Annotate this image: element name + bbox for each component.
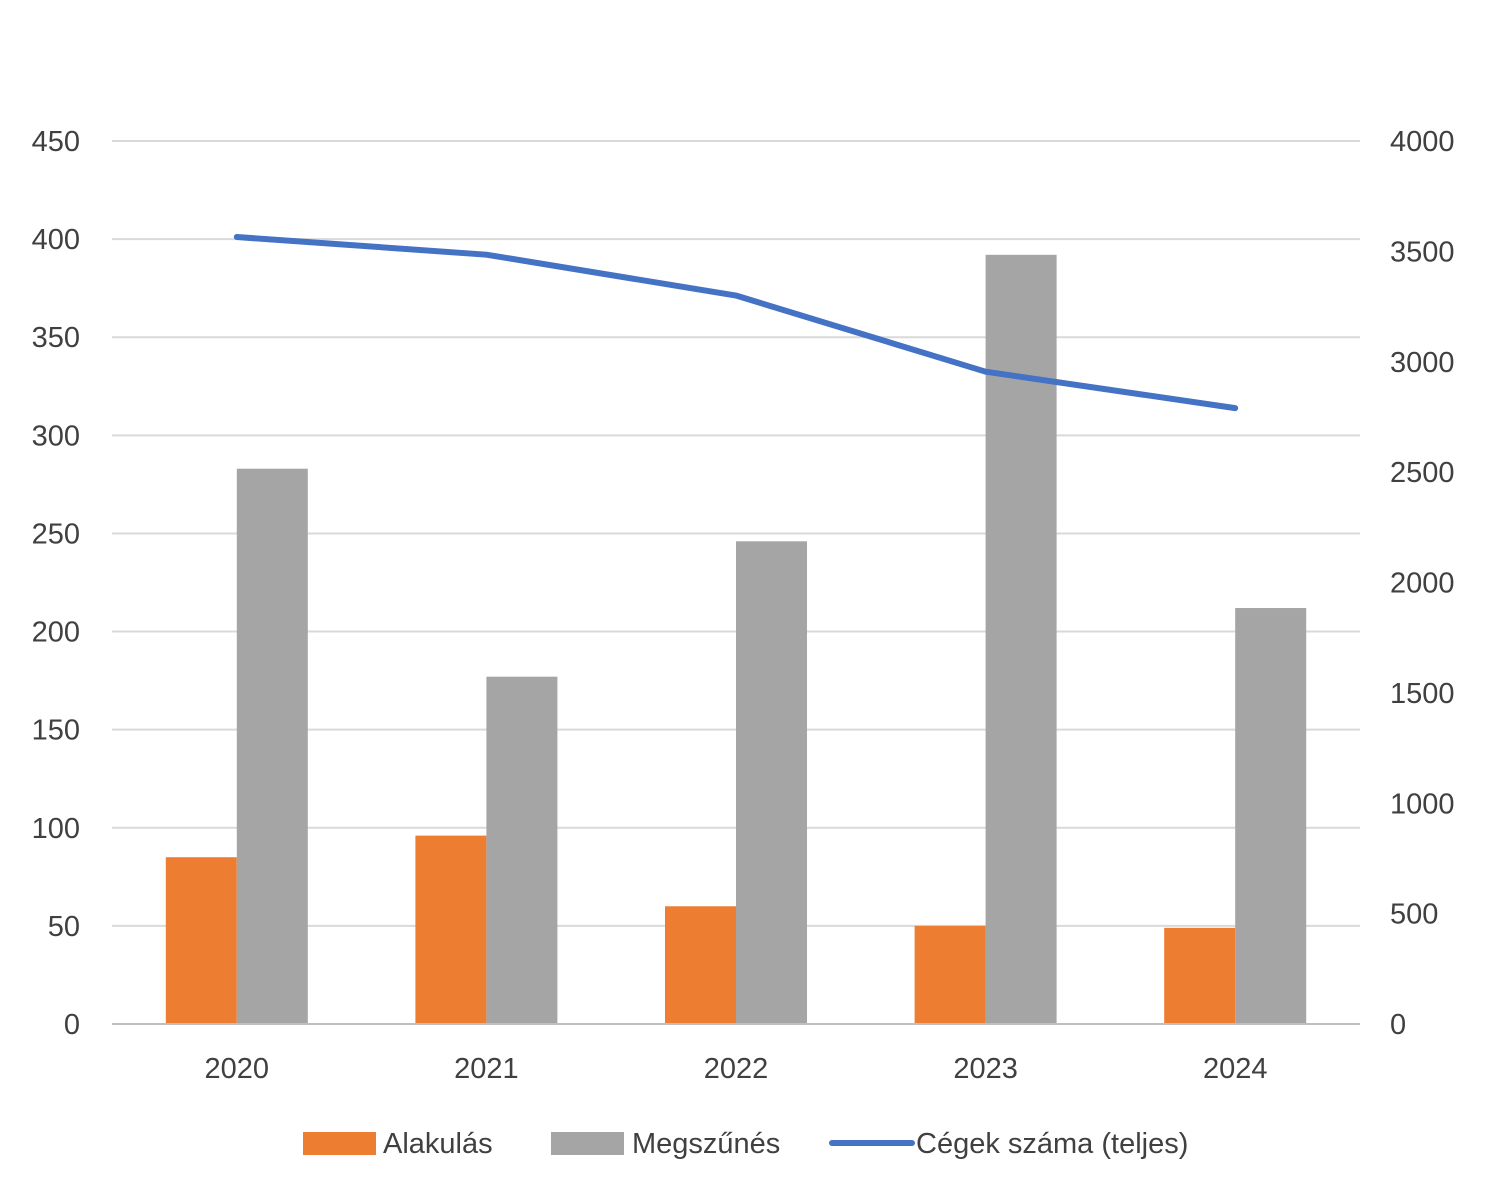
legend-swatch xyxy=(551,1132,624,1155)
x-tick-label: 2022 xyxy=(704,1053,769,1085)
y-right-tick-label: 500 xyxy=(1390,899,1438,931)
y-right-tick-label: 3500 xyxy=(1390,236,1455,268)
line-cegek-szama xyxy=(233,234,1239,412)
axes: 0 50 100 150 200 250 300 350 400 450 0 500 1000 1500 2… xyxy=(32,126,1455,1085)
legend-label: Cégek száma (teljes) xyxy=(916,1128,1188,1160)
bar-megszunes-2022 xyxy=(736,541,807,1024)
y-left-tick-label: 300 xyxy=(32,420,80,452)
y-left-tick-label: 400 xyxy=(32,224,80,256)
y-left-tick-label: 350 xyxy=(32,322,80,354)
bar-series xyxy=(165,254,1307,1024)
bar-alakulas-2024 xyxy=(1164,927,1236,1024)
y-right-tick-label: 3000 xyxy=(1390,347,1455,379)
legend-label: Alakulás xyxy=(383,1128,493,1160)
y-left-tick-label: 150 xyxy=(32,715,80,747)
x-tick-label: 2024 xyxy=(1203,1053,1268,1085)
y-right-tick-label: 0 xyxy=(1390,1009,1406,1041)
legend-item-0: Alakulás xyxy=(303,1128,493,1160)
bar-alakulas-2021 xyxy=(415,835,487,1024)
y-left-tick-label: 250 xyxy=(32,518,80,550)
y-right-tick-label: 1000 xyxy=(1390,788,1455,820)
legend-item-2: Cégek száma (teljes) xyxy=(829,1128,1188,1160)
bar-megszunes-2023 xyxy=(985,254,1057,1024)
y-left-tick-label: 0 xyxy=(64,1009,80,1041)
y-left-tick-label: 50 xyxy=(48,911,80,943)
y-right-tick-label: 4000 xyxy=(1390,126,1455,158)
x-tick-label: 2023 xyxy=(953,1053,1018,1085)
legend: Alakulás Megszűnés Cégek száma (teljes) xyxy=(303,1128,1188,1160)
bar-alakulas-2022 xyxy=(665,906,736,1024)
bar-megszunes-2024 xyxy=(1235,608,1307,1024)
y-right-tick-label: 1500 xyxy=(1390,678,1455,710)
y-left-tick-label: 450 xyxy=(32,126,80,158)
gridlines xyxy=(112,140,1360,927)
legend-swatch xyxy=(303,1132,376,1155)
y-right-tick-label: 2000 xyxy=(1390,568,1455,600)
bar-alakulas-2023 xyxy=(914,925,986,1024)
bar-alakulas-2020 xyxy=(165,857,237,1024)
y-right-tick-label: 2500 xyxy=(1390,457,1455,489)
bar-megszunes-2021 xyxy=(486,676,558,1024)
y-left-tick-label: 200 xyxy=(32,617,80,649)
y-left-tick-label: 100 xyxy=(32,813,80,845)
bar-megszunes-2020 xyxy=(236,468,308,1024)
x-tick-label: 2020 xyxy=(205,1053,270,1085)
legend-item-1: Megszűnés xyxy=(551,1128,780,1160)
x-tick-label: 2021 xyxy=(454,1053,519,1085)
line-series xyxy=(233,234,1239,412)
legend-label: Megszűnés xyxy=(632,1128,780,1160)
